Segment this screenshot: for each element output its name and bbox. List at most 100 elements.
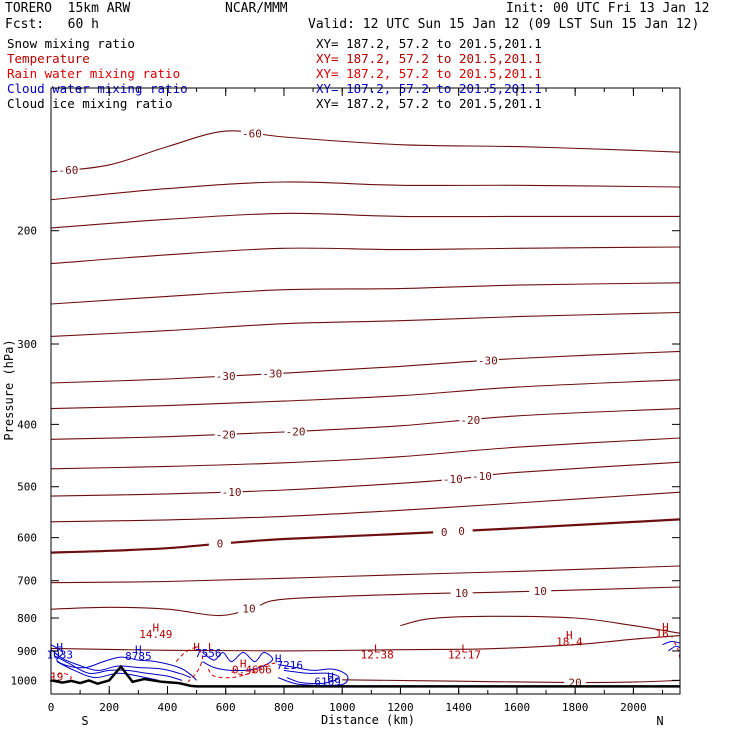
annotation: 14.49 — [139, 628, 172, 641]
valid-time: Valid: 12 UTC Sun 15 Jan 12 (09 LST Sun … — [308, 17, 700, 32]
legend-cloud-ice-range: XY= 187.2, 57.2 to 201.5,201.1 — [316, 96, 542, 111]
rain-water-contour — [231, 665, 267, 676]
isotherm-label-bg — [459, 413, 482, 426]
annotation: H — [135, 643, 142, 656]
x-tick-label: 1400 — [445, 701, 472, 714]
cloud-water-contours — [50, 640, 681, 687]
y-tick-label: 1000 — [11, 674, 38, 687]
annotation: H — [275, 652, 282, 665]
annotation: H — [566, 629, 573, 642]
annotation: 7216 — [277, 659, 304, 672]
x-tick-label: 800 — [274, 701, 294, 714]
y-tick-label: 700 — [17, 575, 37, 588]
isotherm-label: 0 — [217, 538, 224, 551]
isotherm-2 — [50, 212, 680, 229]
isotherm-17 — [342, 679, 681, 684]
annotation: L — [461, 642, 468, 655]
isotherm-14 — [50, 586, 681, 617]
x-axis-label: Distance (km) — [321, 713, 415, 727]
cloud-water-contour — [277, 664, 349, 687]
isotherm-15 — [400, 615, 681, 634]
isotherm-12 — [50, 518, 681, 554]
cloud-water-contour — [283, 669, 340, 685]
model-title: TORERO 15km ARW — [5, 1, 131, 16]
x-tick-label: 600 — [216, 701, 236, 714]
isotherm-label: -60 — [59, 164, 79, 177]
legend-snow-name: Snow mixing ratio — [7, 36, 135, 51]
x-tick-label: 1600 — [504, 701, 531, 714]
isotherm-9 — [50, 437, 681, 470]
isotherm-label-bg — [441, 473, 464, 486]
y-tick-label: 200 — [17, 225, 37, 238]
annotation: H — [662, 621, 669, 634]
isotherm-label: -30 — [216, 370, 236, 383]
isotherm-6 — [50, 350, 681, 384]
y-tick-label: 900 — [17, 645, 37, 658]
isotherm-label: -60 — [242, 128, 262, 141]
isotherm-label: 0 — [458, 525, 465, 538]
isotherm-label: 10 — [242, 603, 255, 616]
legend-rain-range: XY= 187.2, 57.2 to 201.5,201.1 — [316, 66, 542, 81]
annotation: L — [208, 641, 215, 654]
isotherm-label-bg — [284, 425, 307, 438]
annotation: H — [56, 641, 63, 654]
x-tick-label: 200 — [99, 701, 119, 714]
isotherm-label: -20 — [460, 414, 480, 427]
isotherm-label-bg — [450, 524, 473, 537]
isotherm-label-bg — [220, 485, 243, 498]
isotherm-label-bg — [261, 367, 284, 380]
isotherm-11 — [50, 491, 681, 523]
annotation: 12.38 — [361, 649, 394, 662]
legend-cloud-ice-name: Cloud ice mixing ratio — [7, 96, 173, 111]
isotherm-label: -20 — [216, 428, 236, 441]
annotation: H — [327, 670, 334, 683]
y-tick-label: 300 — [17, 338, 37, 351]
axes — [50, 87, 681, 695]
x-tick-label: 1200 — [387, 701, 414, 714]
isotherm-label-bg — [208, 537, 231, 550]
annotation: 8785 — [125, 650, 152, 663]
isotherm-label-bg — [214, 428, 237, 441]
legend-temperature-range: XY= 187.2, 57.2 to 201.5,201.1 — [316, 51, 542, 66]
isotherm-label-bg — [476, 354, 499, 367]
legend-snow-range: XY= 187.2, 57.2 to 201.5,201.1 — [316, 36, 542, 51]
legend-rain-name: Rain water mixing ratio — [7, 66, 181, 81]
isotherm-0 — [50, 130, 681, 173]
annotation: L — [374, 642, 381, 655]
annotation: H — [240, 658, 247, 671]
rain-water-contour — [175, 647, 203, 683]
x-tick-label: 400 — [158, 701, 178, 714]
x-tick-label: 0 — [48, 701, 55, 714]
plot-frame — [50, 87, 681, 695]
isotherm-label: -10 — [472, 470, 492, 483]
annotation: 0.4606 — [232, 663, 272, 676]
isotherm-label-bg — [433, 525, 456, 538]
legend-temperature-name: Temperature — [7, 51, 90, 66]
annotation: 19 — [50, 670, 63, 683]
isotherm-13 — [50, 565, 681, 584]
north-end-label: N — [656, 714, 663, 728]
isotherm-label: -20 — [286, 425, 306, 438]
rain-water-contour — [207, 662, 276, 679]
annotation: 16. — [656, 627, 676, 640]
isotherm-label-bg — [238, 602, 261, 615]
isotherm-label: 10 — [534, 585, 547, 598]
annotation: 7556 — [195, 647, 222, 660]
isotherm-8 — [50, 408, 681, 440]
isotherm-label-bg — [470, 470, 493, 483]
isotherm-3 — [50, 246, 681, 265]
cloud-water-contour — [53, 655, 183, 681]
annotation: 18.4 — [556, 635, 583, 648]
cloud-water-contour — [50, 649, 191, 679]
isotherm-1 — [50, 181, 681, 201]
cloud-water-contour — [668, 645, 681, 652]
isotherm-label-bg — [214, 370, 237, 383]
y-tick-label: 800 — [17, 612, 37, 625]
annotation: 6169 — [314, 675, 341, 688]
tick-labels: 0 200 400 600 800 1000 1200 1400 1600 1800 2000200… — [11, 225, 647, 714]
isotherm-label: 0 — [441, 526, 448, 539]
cloud-water-contour — [662, 640, 681, 646]
isotherm-label: -30 — [262, 368, 282, 381]
